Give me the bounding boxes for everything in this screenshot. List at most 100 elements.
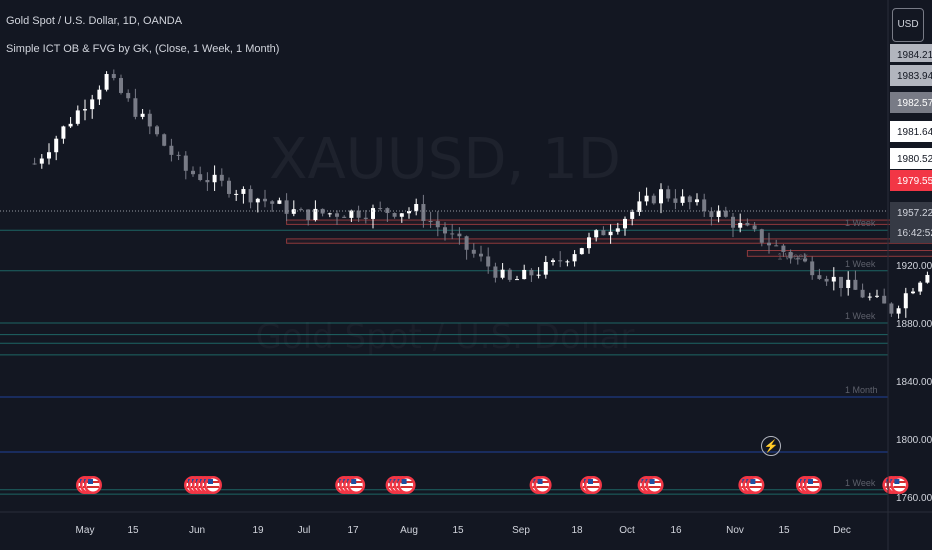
- candle-body: [486, 256, 491, 267]
- candle-body: [392, 213, 397, 217]
- candle: [198, 166, 203, 182]
- candle: [709, 207, 714, 226]
- candle: [486, 247, 491, 274]
- candle: [97, 85, 102, 105]
- us-flag-icon[interactable]: [645, 476, 664, 494]
- candle-body: [162, 134, 167, 146]
- price-tick-label: 1920.000: [896, 261, 932, 272]
- candle-body: [651, 195, 656, 204]
- candle-body: [68, 123, 73, 127]
- candle: [291, 200, 296, 217]
- candle: [277, 197, 282, 205]
- candle-body: [817, 275, 822, 279]
- us-flag-icon[interactable]: [746, 476, 765, 494]
- us-flag-icon[interactable]: [890, 476, 909, 494]
- time-tick-label: 18: [571, 525, 583, 536]
- candle: [875, 289, 879, 299]
- candle-body: [421, 204, 426, 221]
- candle-body: [875, 295, 879, 297]
- flag-canton: [649, 479, 655, 484]
- candle-body: [752, 225, 757, 230]
- candle: [630, 209, 635, 226]
- flag-canton: [401, 479, 407, 484]
- candle-body: [709, 211, 714, 217]
- level-label: 1 Month: [845, 385, 878, 395]
- candle: [925, 271, 930, 284]
- candle-body: [536, 274, 541, 276]
- price-label-text: 16:42:52: [897, 228, 932, 239]
- price-label-bg: [890, 92, 932, 113]
- candle: [659, 183, 663, 214]
- candle-body: [378, 208, 383, 210]
- candle-body: [248, 189, 253, 203]
- candle-body: [407, 211, 411, 214]
- us-flag-icon[interactable]: [584, 476, 602, 494]
- time-tick-label: 16: [670, 525, 682, 536]
- candle-body: [327, 213, 332, 215]
- us-flag-icon[interactable]: [347, 476, 366, 494]
- candle: [680, 189, 685, 206]
- candle: [839, 276, 843, 297]
- candle-body: [90, 99, 95, 110]
- order-block-zone: [286, 238, 932, 244]
- watermark-name: Gold Spot / U.S. Dollar: [256, 317, 635, 357]
- flag-stripe: [893, 486, 906, 488]
- candle-body: [723, 210, 728, 217]
- us-flag-icon[interactable]: [397, 476, 416, 494]
- candle-body: [925, 274, 930, 283]
- us-flag-icon[interactable]: [204, 476, 222, 494]
- candle: [853, 270, 858, 291]
- us-flag-icon[interactable]: [804, 476, 822, 494]
- price-label: 1981.648: [890, 121, 932, 142]
- flag-canton: [208, 479, 213, 484]
- candle: [695, 193, 699, 206]
- candle-body: [198, 174, 203, 181]
- price-label-bg: [890, 148, 932, 169]
- price-label-bg: [890, 44, 932, 62]
- flag-stripe: [207, 486, 219, 488]
- candle-body: [169, 145, 174, 155]
- candle-body: [889, 303, 894, 314]
- candle: [90, 94, 95, 119]
- us-flag-icon[interactable]: [533, 476, 552, 494]
- lightning-icon[interactable]: ⚡: [761, 436, 781, 456]
- candle: [407, 207, 411, 219]
- time-axis: May 15 Jun 19 Jul 17 Aug 15 Sep 18 Oct 16 Nov 15 Dec: [76, 525, 851, 536]
- candle-body: [61, 126, 66, 139]
- price-axis: 1760.000 1800.000 1840.000 1880.000 1920.000: [896, 261, 932, 504]
- price-label-text: 1984.219: [897, 50, 932, 61]
- candle: [399, 212, 404, 223]
- price-label-bg: [890, 222, 932, 243]
- candle-body: [500, 269, 505, 278]
- candle: [493, 262, 498, 283]
- candle-body: [234, 193, 239, 195]
- candle-body: [39, 158, 44, 164]
- order-block-zone: [746, 250, 932, 257]
- candle: [803, 253, 807, 263]
- candle: [68, 117, 73, 129]
- currency-button[interactable]: USD: [892, 8, 924, 42]
- candle-body: [774, 245, 779, 247]
- us-flag-icon[interactable]: [84, 476, 102, 494]
- candle-body: [551, 260, 555, 262]
- candle: [320, 208, 325, 217]
- candle-body: [630, 211, 635, 219]
- watermark: XAUUSD, 1D Gold Spot / U.S. Dollar: [256, 127, 635, 357]
- candle: [32, 157, 37, 165]
- candle: [54, 135, 59, 161]
- candle: [457, 227, 462, 245]
- price-tick-label: 1800.000: [896, 435, 932, 446]
- price-label-text: 1982.570: [897, 98, 932, 109]
- candle: [846, 271, 851, 296]
- candle: [119, 74, 123, 95]
- candle-body: [795, 258, 800, 260]
- indicator-legend[interactable]: Simple ICT OB & FVG by GK, (Close, 1 Wee…: [6, 43, 280, 55]
- candle-body: [212, 174, 217, 183]
- flag-stripe: [587, 486, 599, 488]
- flag-canton: [808, 479, 813, 484]
- candle-body: [299, 209, 303, 211]
- price-label-text: 1981.648: [897, 127, 932, 138]
- candle-body: [75, 110, 80, 124]
